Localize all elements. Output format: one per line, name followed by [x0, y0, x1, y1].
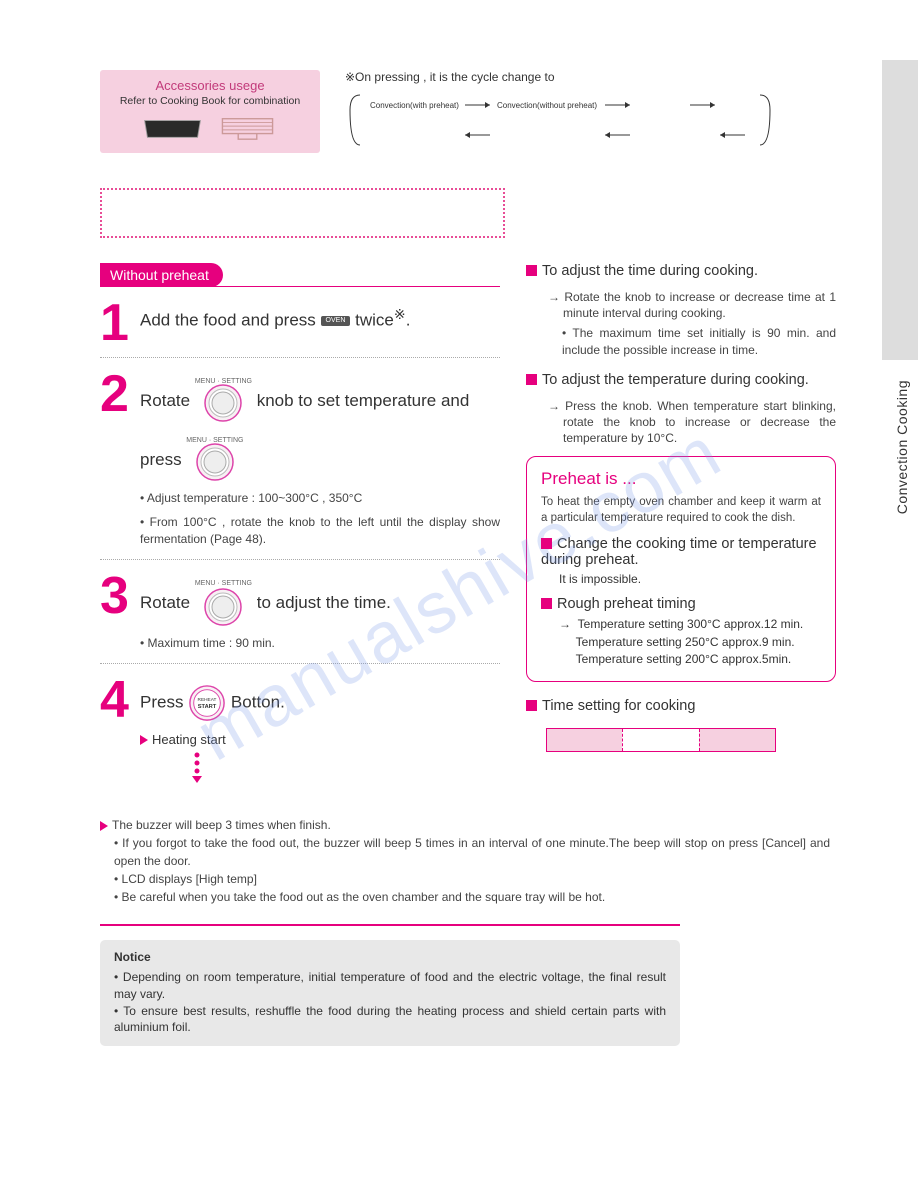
- adjust-temp-title: To adjust the temperature during cooking…: [526, 372, 836, 388]
- cycle-section: ※On pressing , it is the cycle change to…: [345, 70, 888, 158]
- finish-notes: The buzzer will beep 3 times when finish…: [100, 816, 830, 906]
- triangle-icon: [140, 735, 148, 745]
- accessories-images: [114, 113, 306, 143]
- finish-l2: • If you forgot to take the food out, th…: [100, 834, 830, 870]
- side-label: Convection Cooking: [894, 380, 910, 514]
- accessories-box: Accessories usege Refer to Cooking Book …: [100, 70, 320, 153]
- step-3: 3 Rotate MENU · SETTING to adjust the ti…: [100, 574, 500, 651]
- preheat-change-title: Change the cooking time or temperature d…: [541, 536, 821, 568]
- right-column: To adjust the time during cooking. → Rot…: [526, 263, 836, 802]
- step-3-text-a: Rotate: [140, 593, 195, 612]
- bullet-icon: [526, 265, 537, 276]
- preheat-desc: To heat the empty oven chamber and keep …: [541, 495, 821, 526]
- preheat-timing-list: → Temperature setting 300°C approx.12 mi…: [559, 616, 821, 668]
- tray-rack-icon: [215, 113, 280, 143]
- time-setting-title: Time setting for cooking: [526, 698, 836, 714]
- bullet-icon-4: [541, 598, 552, 609]
- bullet-icon-3: [541, 538, 552, 549]
- step-4: 4 Press REHEATSTART Botton. Heating star…: [100, 678, 500, 790]
- step-4-body: Press REHEATSTART Botton. Heating start: [140, 678, 500, 790]
- notice-title: Notice: [114, 950, 666, 964]
- svg-text:Convection(with preheat): Convection(with preheat): [370, 101, 459, 110]
- step-2: 2 Rotate MENU · SETTING knob to set temp…: [100, 372, 500, 547]
- triangle-icon-2: [100, 821, 108, 831]
- section-tab: Without preheat: [100, 263, 223, 287]
- oven-button-icon: OVEN: [321, 316, 351, 326]
- accessories-title: Accessories usege: [114, 78, 306, 93]
- svg-text:REHEAT: REHEAT: [198, 697, 217, 703]
- step-1-number: 1: [100, 301, 140, 345]
- separator-2: [100, 559, 500, 560]
- preheat-change-desc: It is impossible.: [559, 572, 821, 586]
- step-1: 1 Add the food and press OVEN twice※.: [100, 301, 500, 345]
- step-1-text-b: twice: [350, 311, 393, 330]
- svg-text:START: START: [198, 703, 217, 709]
- notice-l1: • Depending on room temperature, initial…: [114, 969, 666, 1003]
- bullet-icon-2: [526, 374, 537, 385]
- finish-l3: • LCD displays [High temp]: [100, 870, 830, 888]
- preheat-title: Preheat is ...: [541, 469, 821, 489]
- step-4-text-a: Press: [140, 692, 188, 711]
- separator: [100, 357, 500, 358]
- top-row: Accessories usege Refer to Cooking Book …: [100, 70, 888, 158]
- notice-l2: • To ensure best results, reshuffle the …: [114, 1003, 666, 1037]
- step-1-ref: ※: [394, 307, 406, 323]
- tray-flat-icon: [140, 113, 205, 143]
- preheat-rough-title: Rough preheat timing: [541, 596, 821, 612]
- adjust-time-line2: • The maximum time set initially is 90 m…: [562, 325, 836, 357]
- finish-l4: • Be careful when you take the food out …: [100, 888, 830, 906]
- bullet-icon-5: [526, 700, 537, 711]
- step-1-text-a: Add the food and press: [140, 311, 321, 330]
- step-1-body: Add the food and press OVEN twice※.: [140, 301, 500, 331]
- step-3-body: Rotate MENU · SETTING to adjust the time…: [140, 574, 500, 651]
- step-2-number: 2: [100, 372, 140, 416]
- finish-l1: The buzzer will beep 3 times when finish…: [100, 816, 830, 834]
- left-column: Without preheat 1 Add the food and press…: [100, 263, 500, 802]
- adjust-temp-line1: → Press the knob. When temperature start…: [548, 398, 836, 447]
- knob-icon-4: [203, 587, 243, 627]
- start-button-icon: REHEATSTART: [188, 684, 226, 722]
- adjust-time-title: To adjust the time during cooking.: [526, 263, 836, 279]
- step-3-sub1: • Maximum time : 90 min.: [140, 635, 500, 651]
- svg-text:Convection(without preheat): Convection(without preheat): [497, 101, 597, 110]
- dotted-placeholder: [100, 188, 505, 238]
- time-cell-1: [547, 729, 622, 751]
- time-table: [546, 728, 776, 752]
- cycle-diagram: Convection(with preheat) Convection(with…: [345, 90, 775, 155]
- page: manualshive.com Convection Cooking Acces…: [0, 0, 918, 1188]
- cycle-intro: ※On pressing , it is the cycle change to: [345, 70, 888, 84]
- main-grid: Without preheat 1 Add the food and press…: [100, 263, 888, 802]
- step-4-text-b: Botton.: [231, 692, 285, 711]
- step-3-number: 3: [100, 574, 140, 618]
- bottom-rule: [100, 924, 680, 926]
- accessories-subtitle: Refer to Cooking Book for combination: [114, 95, 306, 107]
- heating-start: Heating start: [152, 732, 226, 747]
- notice-box: Notice • Depending on room temperature, …: [100, 940, 680, 1046]
- preheat-box: Preheat is ... To heat the empty oven ch…: [526, 456, 836, 681]
- time-cell-2: [622, 729, 698, 751]
- step-3-text-b: to adjust the time.: [257, 593, 391, 612]
- step-4-number: 4: [100, 678, 140, 722]
- step-2-body: Rotate MENU · SETTING knob to set temper…: [140, 372, 500, 547]
- side-tab: [882, 60, 918, 360]
- time-cell-3: [699, 729, 775, 751]
- adjust-time-line1: → Rotate the knob to increase or decreas…: [548, 289, 836, 321]
- separator-3: [100, 663, 500, 664]
- down-arrow-dots-icon: [190, 752, 204, 784]
